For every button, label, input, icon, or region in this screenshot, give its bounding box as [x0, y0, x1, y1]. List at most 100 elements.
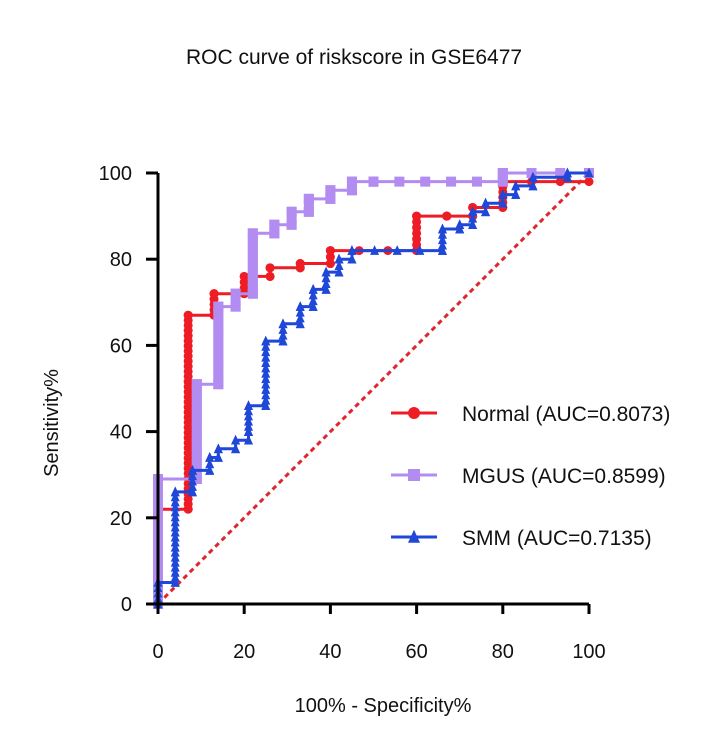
legend-entry: Normal (AUC=0.8073) — [391, 403, 670, 426]
data-point — [261, 400, 271, 411]
data-point — [244, 400, 254, 411]
data-point — [247, 283, 258, 294]
data-point — [213, 322, 224, 333]
legend-swatch-marker — [408, 529, 420, 543]
data-point — [261, 394, 271, 405]
data-point — [191, 394, 202, 405]
data-point — [187, 470, 197, 481]
data-point — [437, 239, 447, 250]
data-point — [295, 306, 305, 317]
y-tick-label: 80 — [110, 249, 132, 271]
data-point — [392, 245, 402, 255]
data-point — [555, 168, 566, 178]
data-point — [170, 541, 180, 552]
data-point — [191, 389, 202, 400]
data-point — [213, 379, 224, 390]
legend-label: Normal (AUC=0.8073) — [462, 403, 670, 426]
data-point — [191, 416, 202, 427]
data-point — [191, 426, 202, 437]
data-point — [213, 317, 224, 328]
data-point — [191, 421, 202, 432]
reference-line-layer — [156, 171, 591, 606]
data-point — [247, 238, 258, 249]
reference-diagonal-line — [156, 171, 591, 606]
data-point — [213, 327, 224, 338]
data-point — [191, 458, 202, 469]
data-point — [346, 176, 357, 187]
data-point — [278, 318, 288, 329]
data-point — [187, 486, 197, 497]
data-point — [205, 458, 215, 469]
x-tick-label: 60 — [405, 641, 427, 663]
data-point — [555, 177, 565, 187]
data-point — [170, 546, 180, 557]
data-point — [191, 452, 202, 463]
data-point — [170, 556, 180, 567]
data-point — [584, 177, 594, 187]
data-point — [244, 405, 254, 416]
data-point — [170, 501, 180, 512]
x-axis-label: 100% - Specificity% — [295, 695, 472, 717]
data-point — [213, 311, 224, 322]
data-point — [261, 362, 271, 373]
data-point — [261, 341, 271, 351]
data-point — [261, 378, 271, 389]
data-point — [295, 318, 305, 329]
data-point — [286, 213, 297, 224]
data-point — [468, 206, 478, 217]
y-axis-label: Sensitivity% — [41, 369, 63, 477]
tick-layer: 0 20 40 60 80 100 0 20 40 60 80 100 — [99, 163, 606, 663]
data-point — [244, 410, 254, 421]
data-point — [303, 206, 314, 217]
data-point — [213, 368, 224, 379]
data-point — [231, 443, 241, 454]
data-point — [370, 245, 380, 255]
data-point — [213, 443, 223, 454]
data-point — [261, 368, 271, 378]
data-point — [213, 353, 224, 364]
data-point — [261, 335, 271, 346]
data-point — [308, 301, 318, 311]
legend-entry: SMM (AUC=0.7135) — [391, 527, 652, 550]
data-point — [325, 193, 336, 204]
data-point — [308, 295, 318, 306]
data-point — [497, 168, 508, 178]
data-point — [247, 258, 258, 269]
data-point — [325, 246, 335, 256]
data-point — [247, 253, 258, 264]
data-point — [334, 253, 344, 264]
data-point — [170, 521, 180, 532]
data-point — [183, 310, 193, 320]
data-point — [308, 283, 318, 294]
data-point — [321, 266, 331, 277]
data-point — [325, 259, 335, 269]
data-point — [437, 245, 447, 255]
data-point — [325, 252, 335, 262]
series-triangle — [153, 167, 594, 609]
data-point — [244, 426, 254, 436]
data-point — [170, 496, 180, 507]
data-point — [278, 335, 288, 346]
data-point — [526, 168, 537, 178]
data-point — [286, 206, 297, 217]
legend-swatch-marker — [408, 469, 420, 481]
data-point — [191, 400, 202, 411]
data-point — [286, 219, 297, 230]
data-point — [498, 197, 508, 208]
data-point — [346, 185, 357, 196]
data-point — [187, 475, 197, 486]
data-point — [205, 452, 215, 462]
data-point — [412, 211, 422, 221]
data-point — [170, 551, 180, 562]
y-tick-label: 100 — [99, 163, 132, 185]
data-point — [261, 373, 271, 384]
data-point — [191, 437, 202, 448]
data-point — [209, 289, 219, 299]
x-tick-label: 20 — [233, 641, 255, 663]
data-point — [170, 491, 180, 502]
chart-title: ROC curve of riskscore in GSE6477 — [185, 46, 523, 69]
data-point — [394, 176, 405, 187]
data-point — [295, 312, 305, 323]
data-point — [481, 206, 491, 217]
